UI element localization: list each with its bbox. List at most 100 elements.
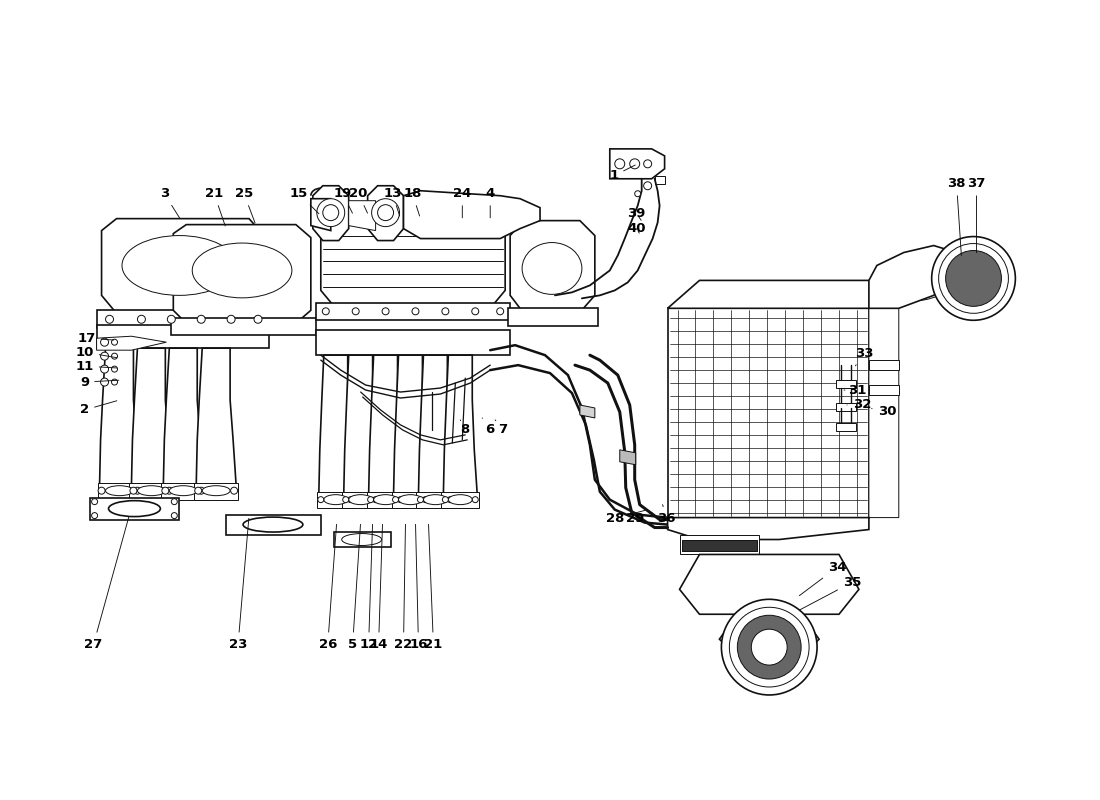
Polygon shape [609,149,664,178]
Polygon shape [680,554,859,614]
Ellipse shape [342,534,382,546]
Text: 21: 21 [425,524,442,650]
Polygon shape [343,355,377,494]
Polygon shape [130,482,174,500]
Polygon shape [196,348,236,485]
Circle shape [167,315,175,323]
Text: 12: 12 [360,524,377,650]
Circle shape [111,366,118,372]
Text: 9: 9 [80,375,119,389]
Polygon shape [312,186,349,241]
Text: 28: 28 [606,510,645,525]
Circle shape [418,497,424,502]
Ellipse shape [374,494,397,505]
Text: 11: 11 [76,360,117,373]
Circle shape [644,160,651,168]
Circle shape [629,159,640,169]
Circle shape [111,339,118,345]
Text: 19: 19 [333,187,352,213]
Circle shape [946,250,1001,306]
Circle shape [367,497,374,502]
Text: 34: 34 [800,561,846,596]
Circle shape [322,205,339,221]
Text: 27: 27 [85,518,129,650]
Polygon shape [869,281,899,518]
Text: 7: 7 [495,420,508,436]
Text: 10: 10 [76,346,117,358]
Circle shape [162,487,168,494]
Circle shape [422,497,428,502]
Polygon shape [101,218,264,314]
Text: 39: 39 [627,207,646,220]
Polygon shape [319,355,353,494]
Circle shape [227,315,235,323]
Polygon shape [392,492,429,508]
Polygon shape [508,308,597,326]
Ellipse shape [109,501,161,517]
Circle shape [130,487,136,494]
Text: 5: 5 [348,524,361,650]
Circle shape [635,190,640,197]
Polygon shape [368,355,403,494]
Circle shape [373,497,378,502]
Polygon shape [580,405,595,418]
Polygon shape [394,355,428,494]
Circle shape [472,308,478,314]
Ellipse shape [202,486,230,496]
Ellipse shape [323,494,348,505]
Circle shape [195,487,201,494]
Polygon shape [174,225,311,323]
Text: 1: 1 [609,165,635,182]
Circle shape [938,243,1009,314]
Ellipse shape [424,494,448,505]
Polygon shape [417,492,454,508]
Ellipse shape [169,486,197,496]
Polygon shape [227,514,321,534]
Polygon shape [132,348,172,485]
Circle shape [615,159,625,169]
Circle shape [442,308,449,314]
Polygon shape [172,318,316,335]
Polygon shape [333,531,390,547]
Polygon shape [316,303,510,320]
Polygon shape [869,246,957,308]
Text: 29: 29 [626,512,652,525]
Circle shape [172,513,177,518]
Text: 25: 25 [235,187,255,223]
Circle shape [442,497,449,502]
Polygon shape [366,492,405,508]
Text: 13: 13 [384,187,402,216]
Polygon shape [869,385,899,395]
Circle shape [318,497,323,502]
Circle shape [737,615,801,679]
Polygon shape [954,250,993,258]
Ellipse shape [522,242,582,294]
Text: 36: 36 [658,505,675,525]
Polygon shape [97,310,270,328]
Polygon shape [869,360,899,370]
Text: 15: 15 [289,187,319,214]
Circle shape [348,497,354,502]
Ellipse shape [106,486,133,496]
Polygon shape [836,403,856,411]
Polygon shape [162,482,206,500]
Polygon shape [100,348,140,485]
Polygon shape [195,482,238,500]
Text: 32: 32 [847,398,871,411]
Circle shape [98,487,106,494]
Circle shape [729,607,810,687]
Text: 24: 24 [453,187,472,218]
Text: 18: 18 [404,187,421,216]
Text: 22: 22 [395,524,412,650]
Polygon shape [443,355,477,494]
Polygon shape [682,539,757,551]
Polygon shape [836,423,856,431]
Text: 31: 31 [844,383,866,397]
Text: 2: 2 [80,401,117,417]
Polygon shape [668,281,899,308]
Polygon shape [317,492,354,508]
Polygon shape [97,336,166,350]
Text: 14: 14 [370,524,388,650]
Polygon shape [163,348,204,485]
Polygon shape [745,607,794,615]
